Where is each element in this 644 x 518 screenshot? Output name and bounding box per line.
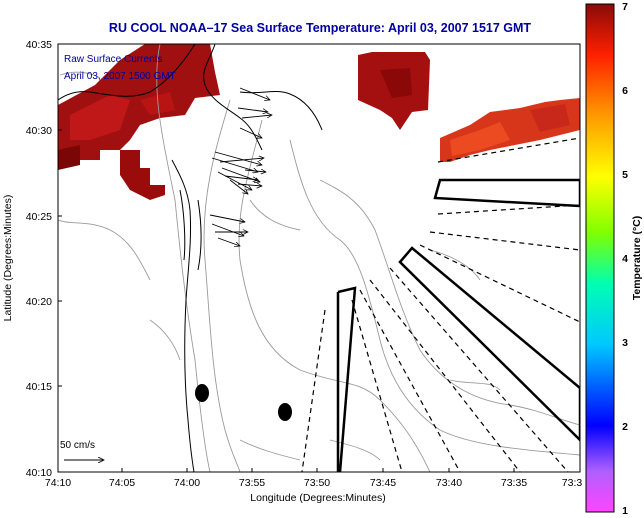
colorbar-label: Temperature (°C) [631,216,643,301]
x-tick-label: 74:05 [109,477,135,489]
x-tick-label: 74:00 [174,477,200,489]
x-tick-labels: 74:10 74:05 74:00 73:55 73:50 73:45 73:4… [45,477,583,489]
y-tick-label: 40:20 [26,296,52,308]
y-tick-label: 40:30 [26,125,52,137]
y-ticks [58,129,62,387]
sst-patch-northeast [358,52,430,130]
y-tick-label: 40:15 [26,381,52,393]
sst-patch-east [440,98,580,162]
radial-lines [301,137,580,472]
sst-patch-northwest [58,44,220,200]
x-tick-label: 73:45 [370,477,396,489]
scale-bar-label: 50 cm/s [60,440,95,451]
x-tick-label: 73:55 [239,477,265,489]
current-vectors [209,87,272,246]
x-ticks [121,468,515,472]
colorbar-ticks: 7 6 5 4 3 2 1 [622,1,628,517]
colorbar-tick: 4 [622,253,628,265]
coastline [58,44,323,472]
x-tick-label: 73:50 [304,477,330,489]
y-tick-label: 40:25 [26,211,52,223]
colorbar-tick: 3 [622,337,628,349]
x-tick-label: 73:3 [562,477,583,489]
map-title: RU COOL NOAA–17 Sea Surface Temperature:… [108,21,532,35]
bathymetry-contours [58,44,580,472]
station-marker [195,384,209,402]
x-axis-label: Longitude (Degrees:Minutes) [250,492,385,504]
x-tick-label: 74:10 [45,477,71,489]
colorbar-tick: 2 [622,421,628,433]
x-tick-label: 73:35 [501,477,527,489]
x-tick-label: 73:40 [436,477,462,489]
radar-wedges [336,178,580,472]
colorbar-tick: 7 [622,1,628,13]
y-tick-labels: 40:35 40:30 40:25 40:20 40:15 40:10 [26,39,52,479]
colorbar-tick: 1 [622,505,628,517]
colorbar-tick: 5 [622,169,628,181]
y-tick-label: 40:10 [26,467,52,479]
currents-label: Raw Surface Currents [64,54,162,65]
y-axis-label: Latitude (Degrees:Minutes) [2,195,14,322]
colorbar-tick: 6 [622,85,628,97]
y-tick-label: 40:35 [26,39,52,51]
station-marker [278,403,292,421]
colorbar [585,3,615,513]
currents-time: April 03, 2007 1500 GMT [64,71,176,82]
